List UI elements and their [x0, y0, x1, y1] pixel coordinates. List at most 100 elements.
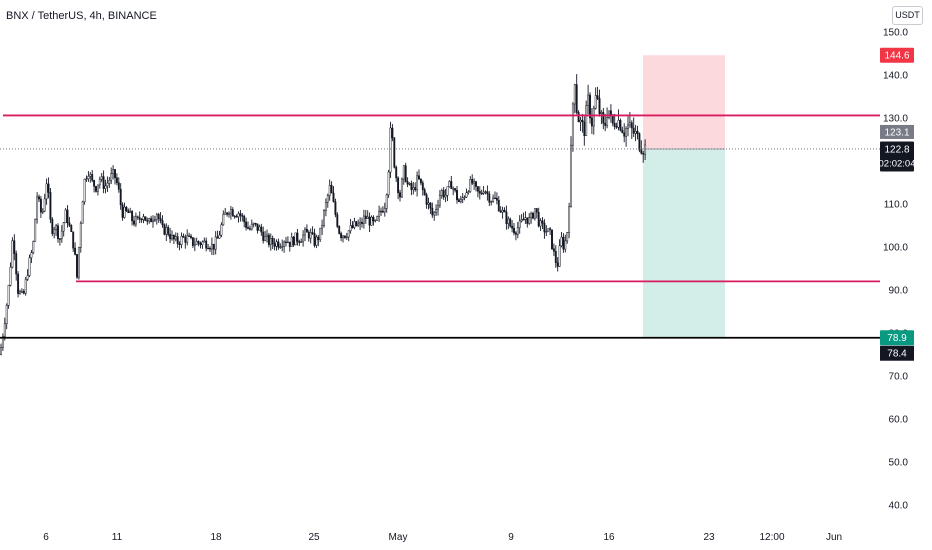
- candle: [142, 213, 145, 224]
- candle: [416, 171, 419, 197]
- candle-body: [495, 197, 498, 201]
- candle-body: [469, 179, 472, 192]
- candle-body: [26, 275, 29, 280]
- candle: [640, 140, 643, 155]
- candle: [596, 86, 599, 101]
- candle-body: [34, 218, 37, 242]
- candle-body: [353, 221, 356, 228]
- candle: [579, 117, 582, 131]
- candle: [385, 193, 388, 213]
- candle-body: [131, 211, 134, 222]
- stop-zone[interactable]: [643, 55, 725, 149]
- candle-body: [237, 213, 240, 218]
- candle: [558, 239, 561, 268]
- candle-body: [87, 176, 90, 179]
- last-close-badge-bg: [880, 124, 914, 139]
- candle: [123, 202, 126, 219]
- candle: [85, 175, 88, 183]
- candle: [324, 198, 327, 217]
- candle: [319, 227, 322, 242]
- candle: [209, 246, 211, 252]
- candle-body: [112, 169, 115, 174]
- price-axis[interactable]: 40.050.060.070.080.090.0100.0110.0120.01…: [883, 28, 908, 512]
- candle: [571, 102, 574, 152]
- candle-body: [632, 127, 635, 134]
- candle-body: [440, 190, 443, 196]
- candle: [355, 221, 358, 227]
- candle: [269, 233, 272, 251]
- candle-body: [58, 238, 61, 240]
- candle: [361, 217, 363, 228]
- candle: [108, 176, 111, 188]
- candle-body: [76, 254, 78, 278]
- candle-body: [129, 211, 132, 214]
- candle-body: [342, 235, 344, 239]
- candle: [180, 232, 183, 249]
- candle: [323, 209, 325, 228]
- candle: [634, 124, 637, 142]
- candle: [133, 215, 135, 227]
- x-tick-label: 25: [308, 532, 320, 543]
- candle-body: [207, 247, 210, 250]
- candle: [193, 237, 196, 252]
- candle-body: [334, 201, 337, 215]
- candle: [138, 211, 141, 224]
- candle-body: [640, 149, 643, 154]
- candle: [457, 197, 460, 203]
- time-axis[interactable]: 6 11 18 25 May 9 16 23 12:00 Jun: [43, 532, 842, 543]
- candle-body: [570, 144, 572, 208]
- candle: [442, 187, 445, 200]
- candle: [630, 120, 633, 140]
- candle-body: [380, 210, 382, 213]
- candle: [556, 257, 559, 272]
- candle-body: [332, 192, 335, 202]
- candle-body: [488, 193, 491, 203]
- candle-body: [233, 215, 236, 218]
- candle-body: [552, 248, 555, 252]
- candle-body: [421, 182, 424, 190]
- candle: [190, 233, 192, 240]
- candle: [19, 289, 21, 295]
- candle: [34, 218, 37, 242]
- candle-body: [406, 181, 409, 185]
- candle-body: [628, 122, 631, 126]
- candle: [163, 223, 166, 236]
- candle-body: [277, 241, 280, 248]
- stop-badge-label: 144.6: [884, 51, 909, 62]
- candle: [368, 212, 371, 233]
- candle-body: [594, 95, 597, 109]
- major-support-badge-bg: [880, 345, 914, 361]
- candle: [429, 202, 432, 214]
- candle: [560, 232, 563, 248]
- candle: [161, 215, 164, 228]
- currency-selector[interactable]: USDT: [892, 6, 923, 25]
- candle-body: [551, 229, 553, 250]
- candle: [581, 113, 584, 133]
- horizontal-levels[interactable]: [0, 114, 880, 339]
- candle-body: [429, 202, 432, 209]
- candle: [157, 212, 160, 223]
- candle: [522, 212, 525, 221]
- candle: [273, 238, 276, 251]
- candle-body: [275, 241, 278, 247]
- candle-body: [224, 212, 227, 215]
- candle: [241, 212, 244, 222]
- candle: [9, 262, 12, 287]
- candle-body: [288, 241, 291, 247]
- candle: [505, 205, 508, 230]
- candle-body: [321, 225, 324, 229]
- x-tick-label: 23: [703, 532, 715, 543]
- position-tool[interactable]: [643, 55, 725, 338]
- candle: [197, 240, 200, 247]
- candle: [554, 245, 557, 268]
- candle: [448, 180, 451, 188]
- candle: [351, 221, 354, 229]
- candle-body: [385, 194, 388, 209]
- candle-body: [83, 178, 86, 203]
- target-zone[interactable]: [643, 148, 725, 338]
- candle-body: [102, 176, 105, 189]
- candle-body: [414, 187, 417, 191]
- candle: [20, 288, 23, 294]
- candle-body: [17, 273, 20, 294]
